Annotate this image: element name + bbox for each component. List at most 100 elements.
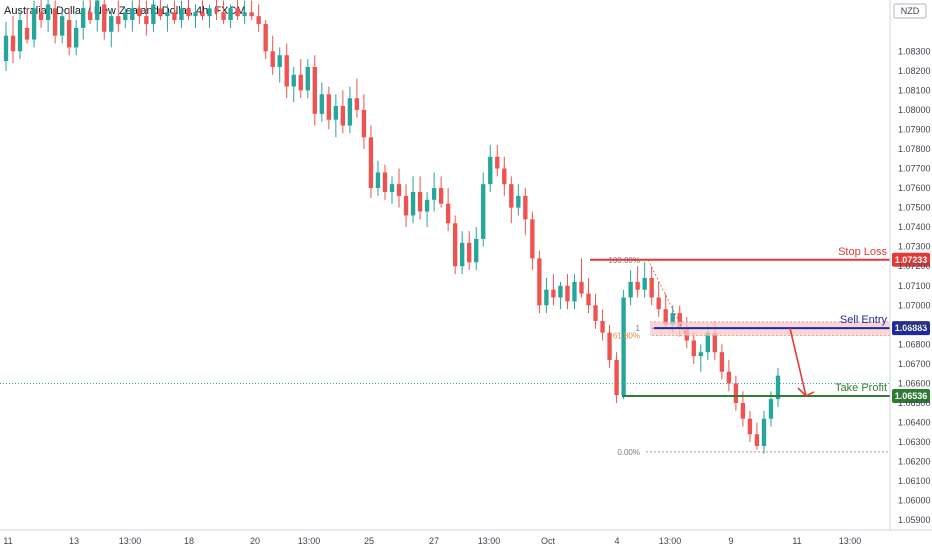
candle — [691, 332, 696, 364]
time-tick-label: 4 — [614, 536, 619, 546]
candle — [214, 0, 219, 21]
time-tick-label: 13:00 — [659, 536, 682, 546]
candle — [207, 4, 212, 28]
candle — [144, 0, 149, 36]
candle — [102, 0, 107, 40]
candle-body — [347, 98, 353, 126]
candle — [747, 410, 753, 443]
candle-body — [698, 352, 703, 357]
candle — [298, 59, 303, 99]
candle — [509, 176, 514, 224]
candle — [537, 250, 542, 314]
candle-body — [375, 172, 381, 189]
candle — [137, 0, 142, 24]
candle — [256, 4, 261, 32]
trade-level-badge-text: 1.06883 — [895, 323, 928, 333]
candle — [59, 8, 65, 44]
candle-body — [59, 16, 65, 36]
candle-body — [530, 219, 535, 259]
candle — [340, 90, 346, 134]
candle — [326, 86, 332, 130]
candle-body — [326, 94, 332, 120]
candle-body — [333, 106, 339, 120]
price-tick-label: 1.08300 — [898, 46, 931, 56]
candle-body — [593, 305, 598, 321]
candle-body — [705, 332, 710, 353]
candle-body — [298, 74, 303, 91]
candle-body — [677, 313, 682, 329]
candle-body — [172, 12, 177, 21]
trade-level-badge-text: 1.07233 — [895, 255, 928, 265]
candle — [38, 0, 44, 28]
candle-body — [558, 285, 563, 298]
candle — [179, 0, 184, 28]
candle — [361, 94, 367, 149]
candle-body — [509, 184, 514, 208]
candle — [389, 176, 395, 204]
price-tick-label: 1.07900 — [898, 124, 931, 134]
candle-body — [445, 203, 451, 224]
candle-body — [621, 297, 626, 396]
candle-body — [158, 8, 163, 17]
candle — [656, 281, 661, 318]
candle-body — [186, 8, 191, 17]
candle — [726, 360, 732, 392]
candle-body — [488, 156, 493, 185]
candle-body — [74, 27, 79, 48]
candle-body — [663, 309, 668, 325]
candle — [375, 160, 381, 196]
time-axis: 11 13 13:00 18 20 13:00 25 27 13:00 Oct 4 13:00 9 11 1… — [0, 529, 932, 546]
candle — [3, 22, 9, 71]
price-tick-label: 1.06200 — [898, 457, 931, 467]
candle-body — [368, 137, 374, 189]
candle — [502, 156, 507, 196]
price-tick-label: 1.07200 — [898, 261, 931, 271]
candle — [319, 82, 324, 122]
candle-body — [452, 223, 458, 267]
candle — [452, 215, 458, 275]
price-tick-label: 1.07000 — [898, 300, 931, 310]
price-tick-label: 1.08000 — [898, 105, 931, 115]
candle-body — [123, 12, 128, 21]
chart-title: Australian Dollar / New Zealand Dollar, … — [4, 5, 246, 17]
candle — [81, 0, 86, 40]
candle — [544, 277, 549, 314]
time-tick-label: 18 — [184, 536, 194, 546]
candle — [607, 324, 612, 368]
candle-body — [10, 35, 16, 52]
candle — [649, 266, 654, 306]
candle — [165, 4, 170, 32]
candle-body — [403, 195, 409, 216]
candle-body — [649, 277, 654, 298]
fib-label: 61.80% — [613, 332, 640, 341]
candle — [382, 164, 388, 200]
candle — [403, 184, 409, 228]
candle — [277, 47, 282, 83]
candle-body — [228, 8, 233, 21]
candle — [263, 20, 268, 60]
time-tick-label: 11 — [3, 536, 12, 546]
price-tick-label: 1.06400 — [898, 418, 931, 428]
candle — [45, 0, 51, 32]
candle — [593, 293, 598, 329]
time-tick-label: 27 — [429, 536, 439, 546]
candle — [410, 176, 416, 224]
candle-body — [319, 94, 324, 114]
candle-body — [137, 8, 142, 17]
candle-body — [586, 293, 591, 306]
candle-body — [305, 66, 310, 91]
candle — [270, 35, 275, 75]
price-tick-label: 1.07600 — [898, 183, 931, 193]
candle-body — [193, 12, 198, 17]
candle-body — [109, 16, 114, 32]
candle-body — [656, 297, 661, 310]
candle-body — [291, 74, 296, 87]
candle-body — [712, 332, 718, 353]
currency-box — [893, 3, 927, 19]
candle-body — [165, 12, 170, 17]
candle — [579, 258, 584, 298]
candle — [775, 367, 781, 407]
candle-body — [221, 12, 226, 21]
price-tick-label: 1.05900 — [898, 515, 931, 525]
